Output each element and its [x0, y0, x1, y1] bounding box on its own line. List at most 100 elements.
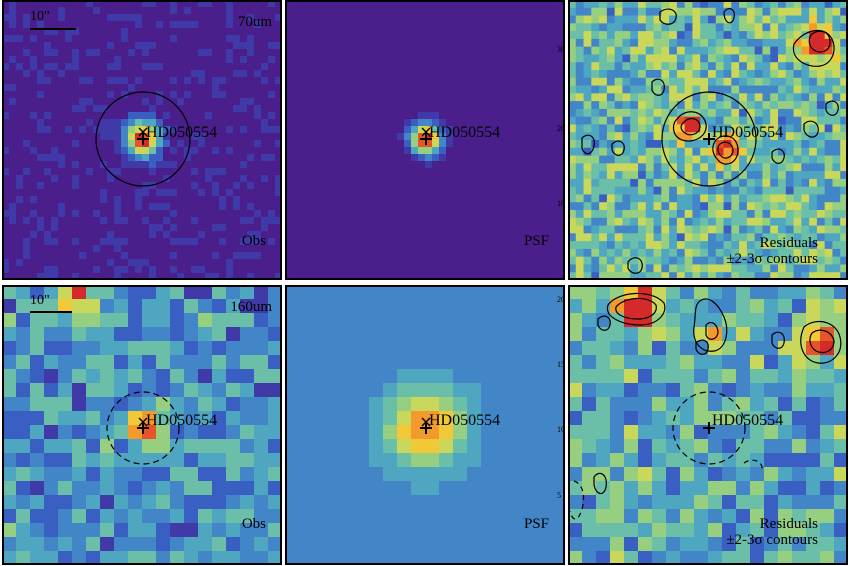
map-pixel — [551, 49, 559, 57]
map-pixel — [630, 54, 639, 63]
map-pixel — [51, 196, 59, 204]
map-pixel — [320, 245, 328, 253]
map-pixel — [715, 155, 725, 164]
map-pixel — [669, 233, 678, 242]
map-pixel — [72, 383, 87, 398]
map-pixel — [226, 105, 234, 113]
map-pixel — [460, 119, 468, 127]
map-pixel — [247, 35, 255, 43]
map-pixel — [523, 91, 531, 99]
map-pixel — [9, 0, 17, 8]
map-pixel — [121, 126, 129, 134]
map-pixel — [439, 168, 447, 176]
map-pixel — [348, 189, 356, 197]
map-pixel — [446, 189, 454, 197]
map-pixel — [488, 77, 496, 85]
map-pixel — [65, 231, 73, 239]
map-pixel — [785, 101, 795, 110]
map-pixel — [840, 202, 848, 211]
map-pixel — [653, 70, 662, 79]
map-pixel — [327, 56, 335, 64]
map-pixel — [135, 0, 143, 8]
map-pixel — [219, 273, 227, 280]
map-pixel — [446, 119, 454, 127]
map-pixel — [715, 233, 725, 242]
map-pixel — [362, 196, 370, 204]
map-pixel — [669, 70, 678, 79]
map-pixel — [439, 91, 447, 99]
map-pixel — [233, 231, 241, 239]
map-pixel — [198, 551, 213, 565]
map-pixel — [114, 224, 122, 232]
map-pixel — [240, 0, 248, 8]
map-pixel — [411, 313, 426, 328]
map-pixel — [226, 168, 234, 176]
map-pixel — [411, 196, 419, 204]
map-pixel — [467, 84, 475, 92]
map-pixel — [509, 56, 517, 64]
map-pixel — [840, 15, 848, 24]
map-pixel — [537, 49, 545, 57]
map-pixel — [261, 21, 269, 29]
map-pixel — [708, 233, 717, 242]
map-pixel — [488, 154, 496, 162]
map-pixel — [191, 210, 199, 218]
map-pixel — [516, 98, 524, 106]
map-pixel — [72, 196, 80, 204]
map-pixel — [285, 0, 293, 8]
map-pixel — [107, 84, 115, 92]
map-pixel — [198, 397, 213, 412]
map-pixel — [16, 98, 24, 106]
map-pixel — [156, 84, 164, 92]
map-pixel — [341, 21, 349, 29]
map-pixel — [212, 439, 227, 454]
map-pixel — [488, 119, 496, 127]
map-pixel — [630, 233, 639, 242]
map-pixel — [530, 49, 538, 57]
map-pixel — [481, 42, 489, 50]
map-pixel — [630, 178, 639, 188]
map-pixel — [313, 196, 321, 204]
map-pixel — [254, 411, 269, 426]
map-pixel — [9, 63, 17, 71]
map-pixel — [156, 341, 171, 356]
map-pixel — [355, 175, 363, 183]
map-pixel — [516, 175, 524, 183]
map-pixel — [630, 210, 639, 219]
map-pixel — [439, 147, 447, 155]
map-pixel — [156, 175, 164, 183]
map-pixel — [292, 14, 300, 22]
map-pixel — [669, 31, 678, 40]
map-pixel — [816, 202, 826, 211]
map-pixel — [558, 189, 565, 197]
map-pixel — [254, 252, 262, 260]
map-pixel — [614, 93, 624, 102]
map-pixel — [275, 252, 282, 260]
map-pixel — [37, 175, 45, 183]
map-pixel — [824, 93, 834, 102]
map-pixel — [142, 182, 150, 190]
map-pixel — [390, 238, 398, 246]
map-pixel — [114, 14, 122, 22]
map-pixel — [128, 231, 136, 239]
map-pixel — [170, 224, 178, 232]
map-pixel — [58, 175, 66, 183]
map-pixel — [65, 147, 73, 155]
map-pixel — [453, 91, 461, 99]
map-pixel — [2, 285, 17, 300]
map-pixel — [233, 238, 241, 246]
map-pixel — [653, 7, 662, 17]
map-pixel — [299, 0, 307, 8]
map-pixel — [128, 537, 143, 552]
map-pixel — [285, 196, 293, 204]
map-pixel — [355, 84, 363, 92]
map-pixel — [369, 70, 377, 78]
map-pixel — [51, 35, 59, 43]
map-pixel — [606, 132, 616, 141]
map-pixel — [219, 42, 227, 50]
map-pixel — [2, 112, 10, 120]
map-pixel — [44, 189, 52, 197]
map-pixel — [163, 182, 171, 190]
map-pixel — [669, 202, 678, 211]
map-pixel — [770, 202, 779, 211]
